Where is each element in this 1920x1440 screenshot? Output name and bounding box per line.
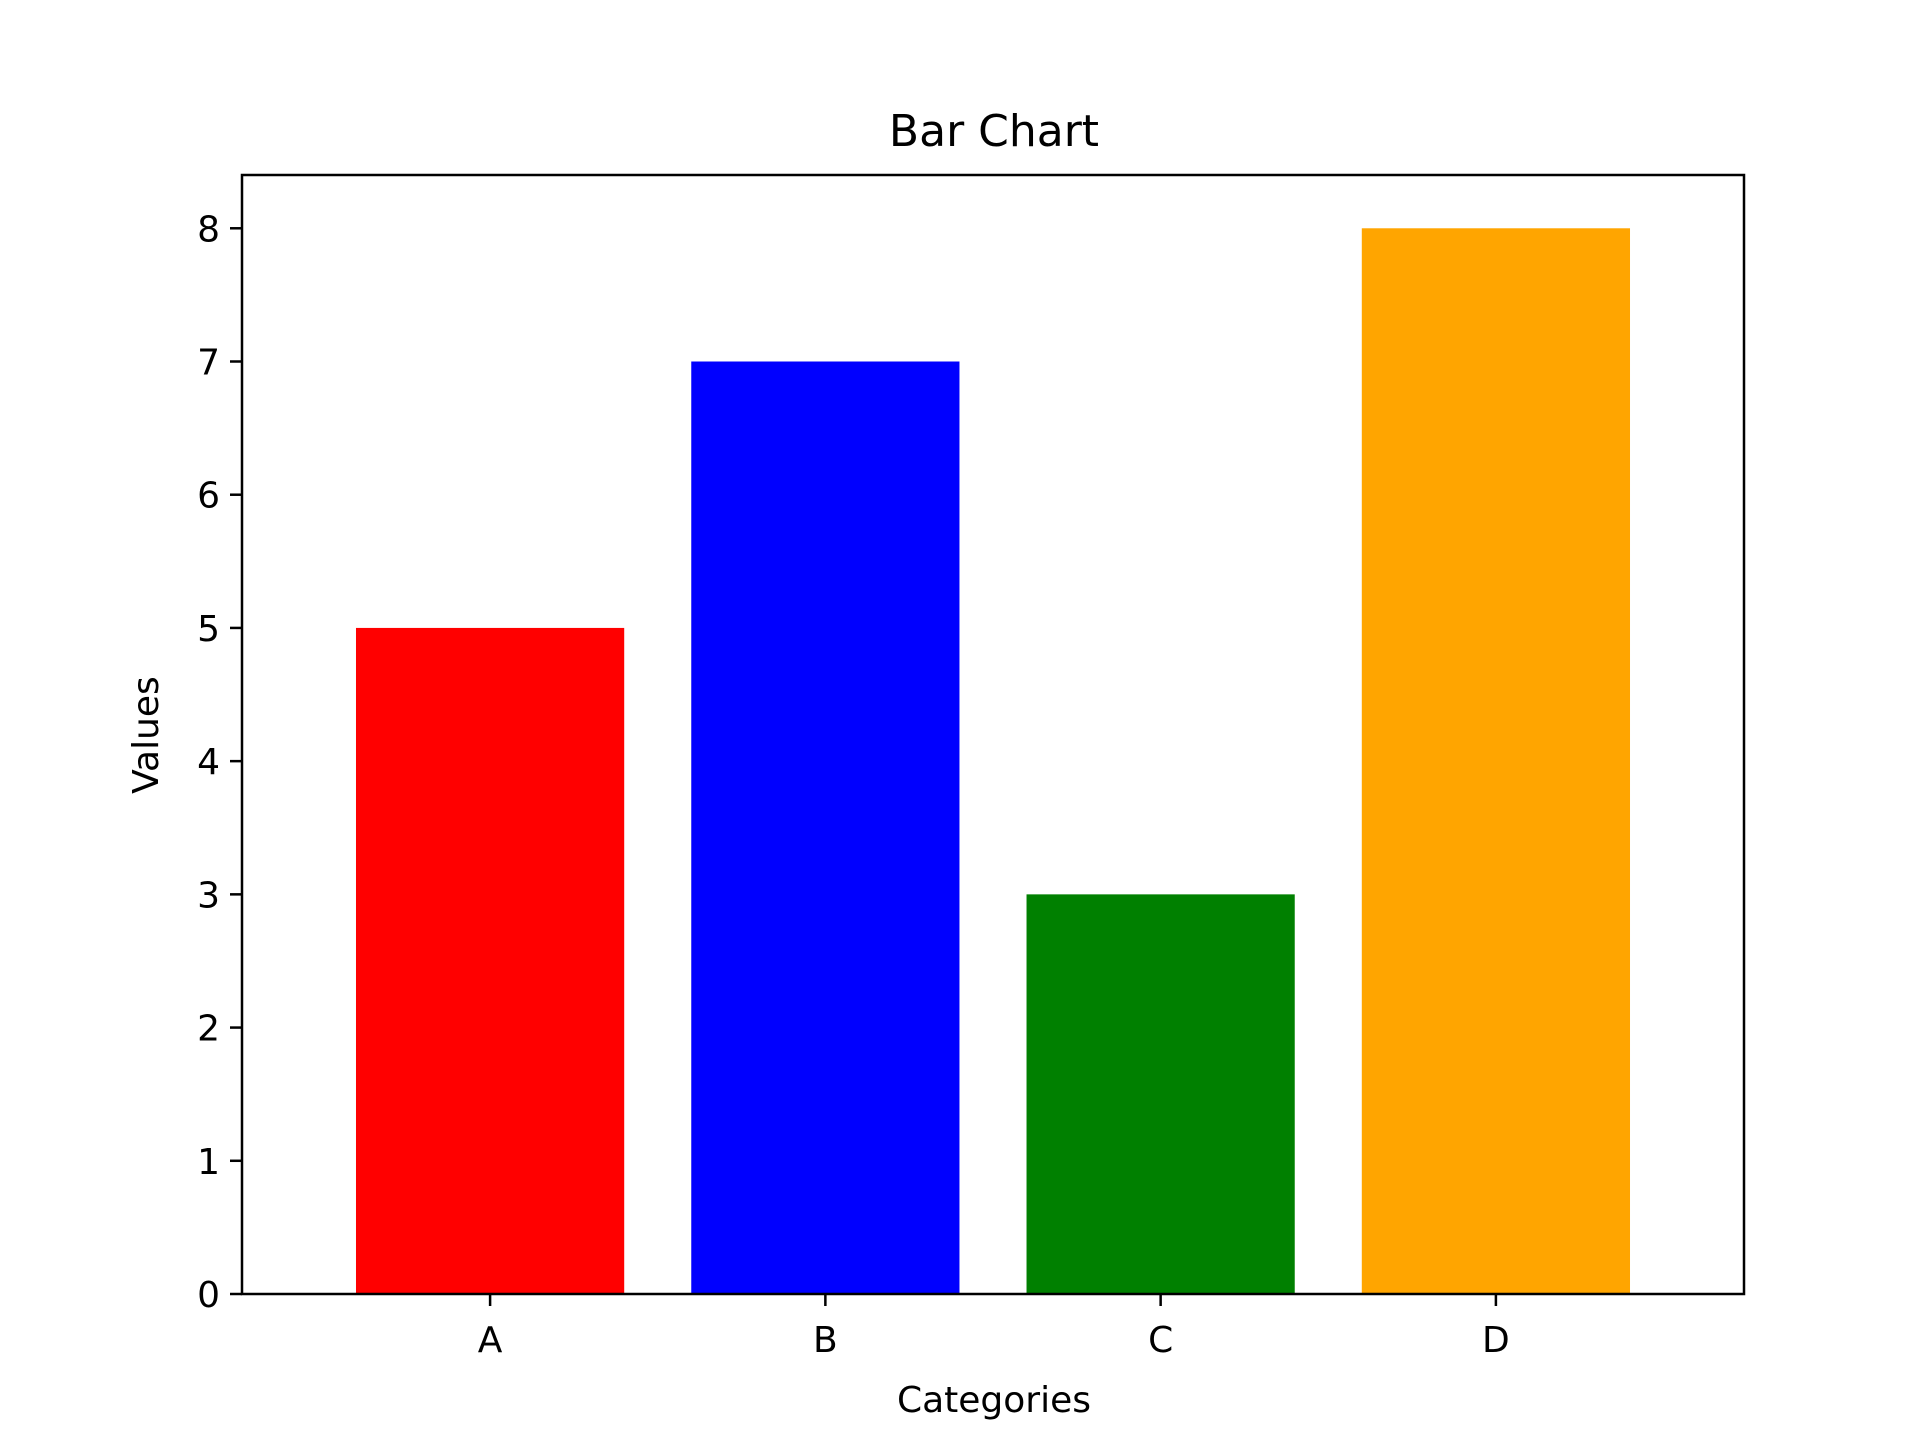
y-axis-ticks: 0 1 2 3 4 5 6 7 8: [197, 209, 242, 1316]
y-tick-label: 2: [197, 1009, 220, 1050]
y-tick-label: 5: [197, 609, 220, 650]
y-tick-label: 0: [197, 1275, 220, 1316]
x-tick-label-b: B: [813, 1320, 838, 1361]
y-tick-label: 8: [197, 209, 220, 250]
bar-b: [691, 361, 960, 1294]
x-tick-label-a: A: [478, 1320, 503, 1361]
y-tick-label: 6: [197, 476, 220, 517]
plot-frame: [240, 173, 1746, 1296]
x-axis-ticks: A B C D: [478, 1294, 1510, 1361]
bar-d: [1361, 228, 1631, 1294]
x-axis-label: Categories: [897, 1380, 1091, 1421]
bar-a: [355, 627, 625, 1294]
y-axis-label: Values: [126, 676, 167, 794]
x-tick-label-c: C: [1148, 1320, 1173, 1361]
bar-c: [1026, 894, 1295, 1294]
y-tick-label: 4: [197, 742, 220, 783]
x-tick-label-d: D: [1482, 1320, 1510, 1361]
bars-group: [355, 228, 1631, 1294]
y-tick-label: 7: [197, 343, 220, 384]
y-tick-label: 1: [197, 1142, 220, 1183]
y-tick-label: 3: [197, 875, 220, 916]
chart-title: Bar Chart: [889, 106, 1099, 157]
